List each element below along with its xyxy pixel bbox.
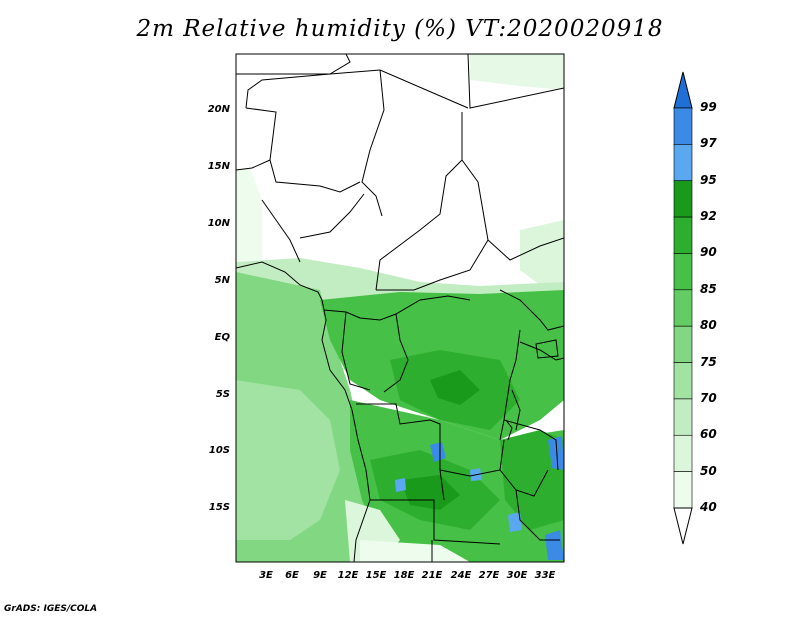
footer-credit: GrADS: IGES/COLA [4,604,98,614]
colorbar-segment [673,107,693,145]
colorbar-label: 40 [700,500,717,514]
lat-label-15s: 15S [208,502,230,513]
colorbar-label: 70 [700,390,717,405]
lon-label-9e: 9E [313,570,327,581]
colorbar-segment [673,325,693,363]
colorbar [673,71,693,545]
lon-label-6e: 6E [285,570,299,581]
lon-label-21e: 21E [421,570,443,581]
colorbar-segment [673,144,693,182]
colorbar-label: 95 [700,172,717,187]
map-title: 2m Relative humidity (%) VT:2020020918 [136,16,664,42]
lon-label-33e: 33E [534,570,556,581]
colorbar-label: 85 [700,281,717,296]
colorbar-segment [673,289,693,327]
lon-label-27e: 27E [478,570,500,581]
colorbar-segment [673,216,693,254]
lon-label-15e: 15E [365,570,387,581]
lon-label-3e: 3E [259,570,273,581]
humidity-field [236,54,564,562]
colorbar-label: 80 [700,318,717,333]
lat-label-10n: 10N [207,218,230,229]
colorbar-segment [673,253,693,291]
colorbar-label: 92 [700,209,717,224]
lat-label-eq: EQ [214,332,230,343]
colorbar-bottom-arrow [673,507,693,545]
colorbar-label: 50 [700,463,717,478]
colorbar-segment [673,434,693,472]
lon-label-24e: 24E [450,570,472,581]
colorbar-segment [673,362,693,400]
lat-label-10s: 10S [208,445,230,456]
lat-label-20n: 20N [207,104,230,115]
colorbar-segment [673,471,693,509]
lat-label-15n: 15N [207,161,230,172]
colorbar-segment [673,398,693,436]
colorbar-label: 99 [700,100,717,114]
colorbar-top-arrow [673,71,693,109]
lon-label-30e: 30E [506,570,528,581]
country-borders [236,54,564,562]
colorbar-label: 97 [700,136,717,151]
colorbar-label: 75 [700,354,717,369]
colorbar-label: 90 [700,245,717,260]
colorbar-label: 60 [700,427,717,442]
lat-label-5n: 5N [214,275,230,286]
colorbar-segment [673,180,693,218]
lon-label-12e: 12E [337,570,359,581]
lon-label-18e: 18E [393,570,415,581]
map-frame [235,53,565,563]
lat-label-5s: 5S [215,389,230,400]
